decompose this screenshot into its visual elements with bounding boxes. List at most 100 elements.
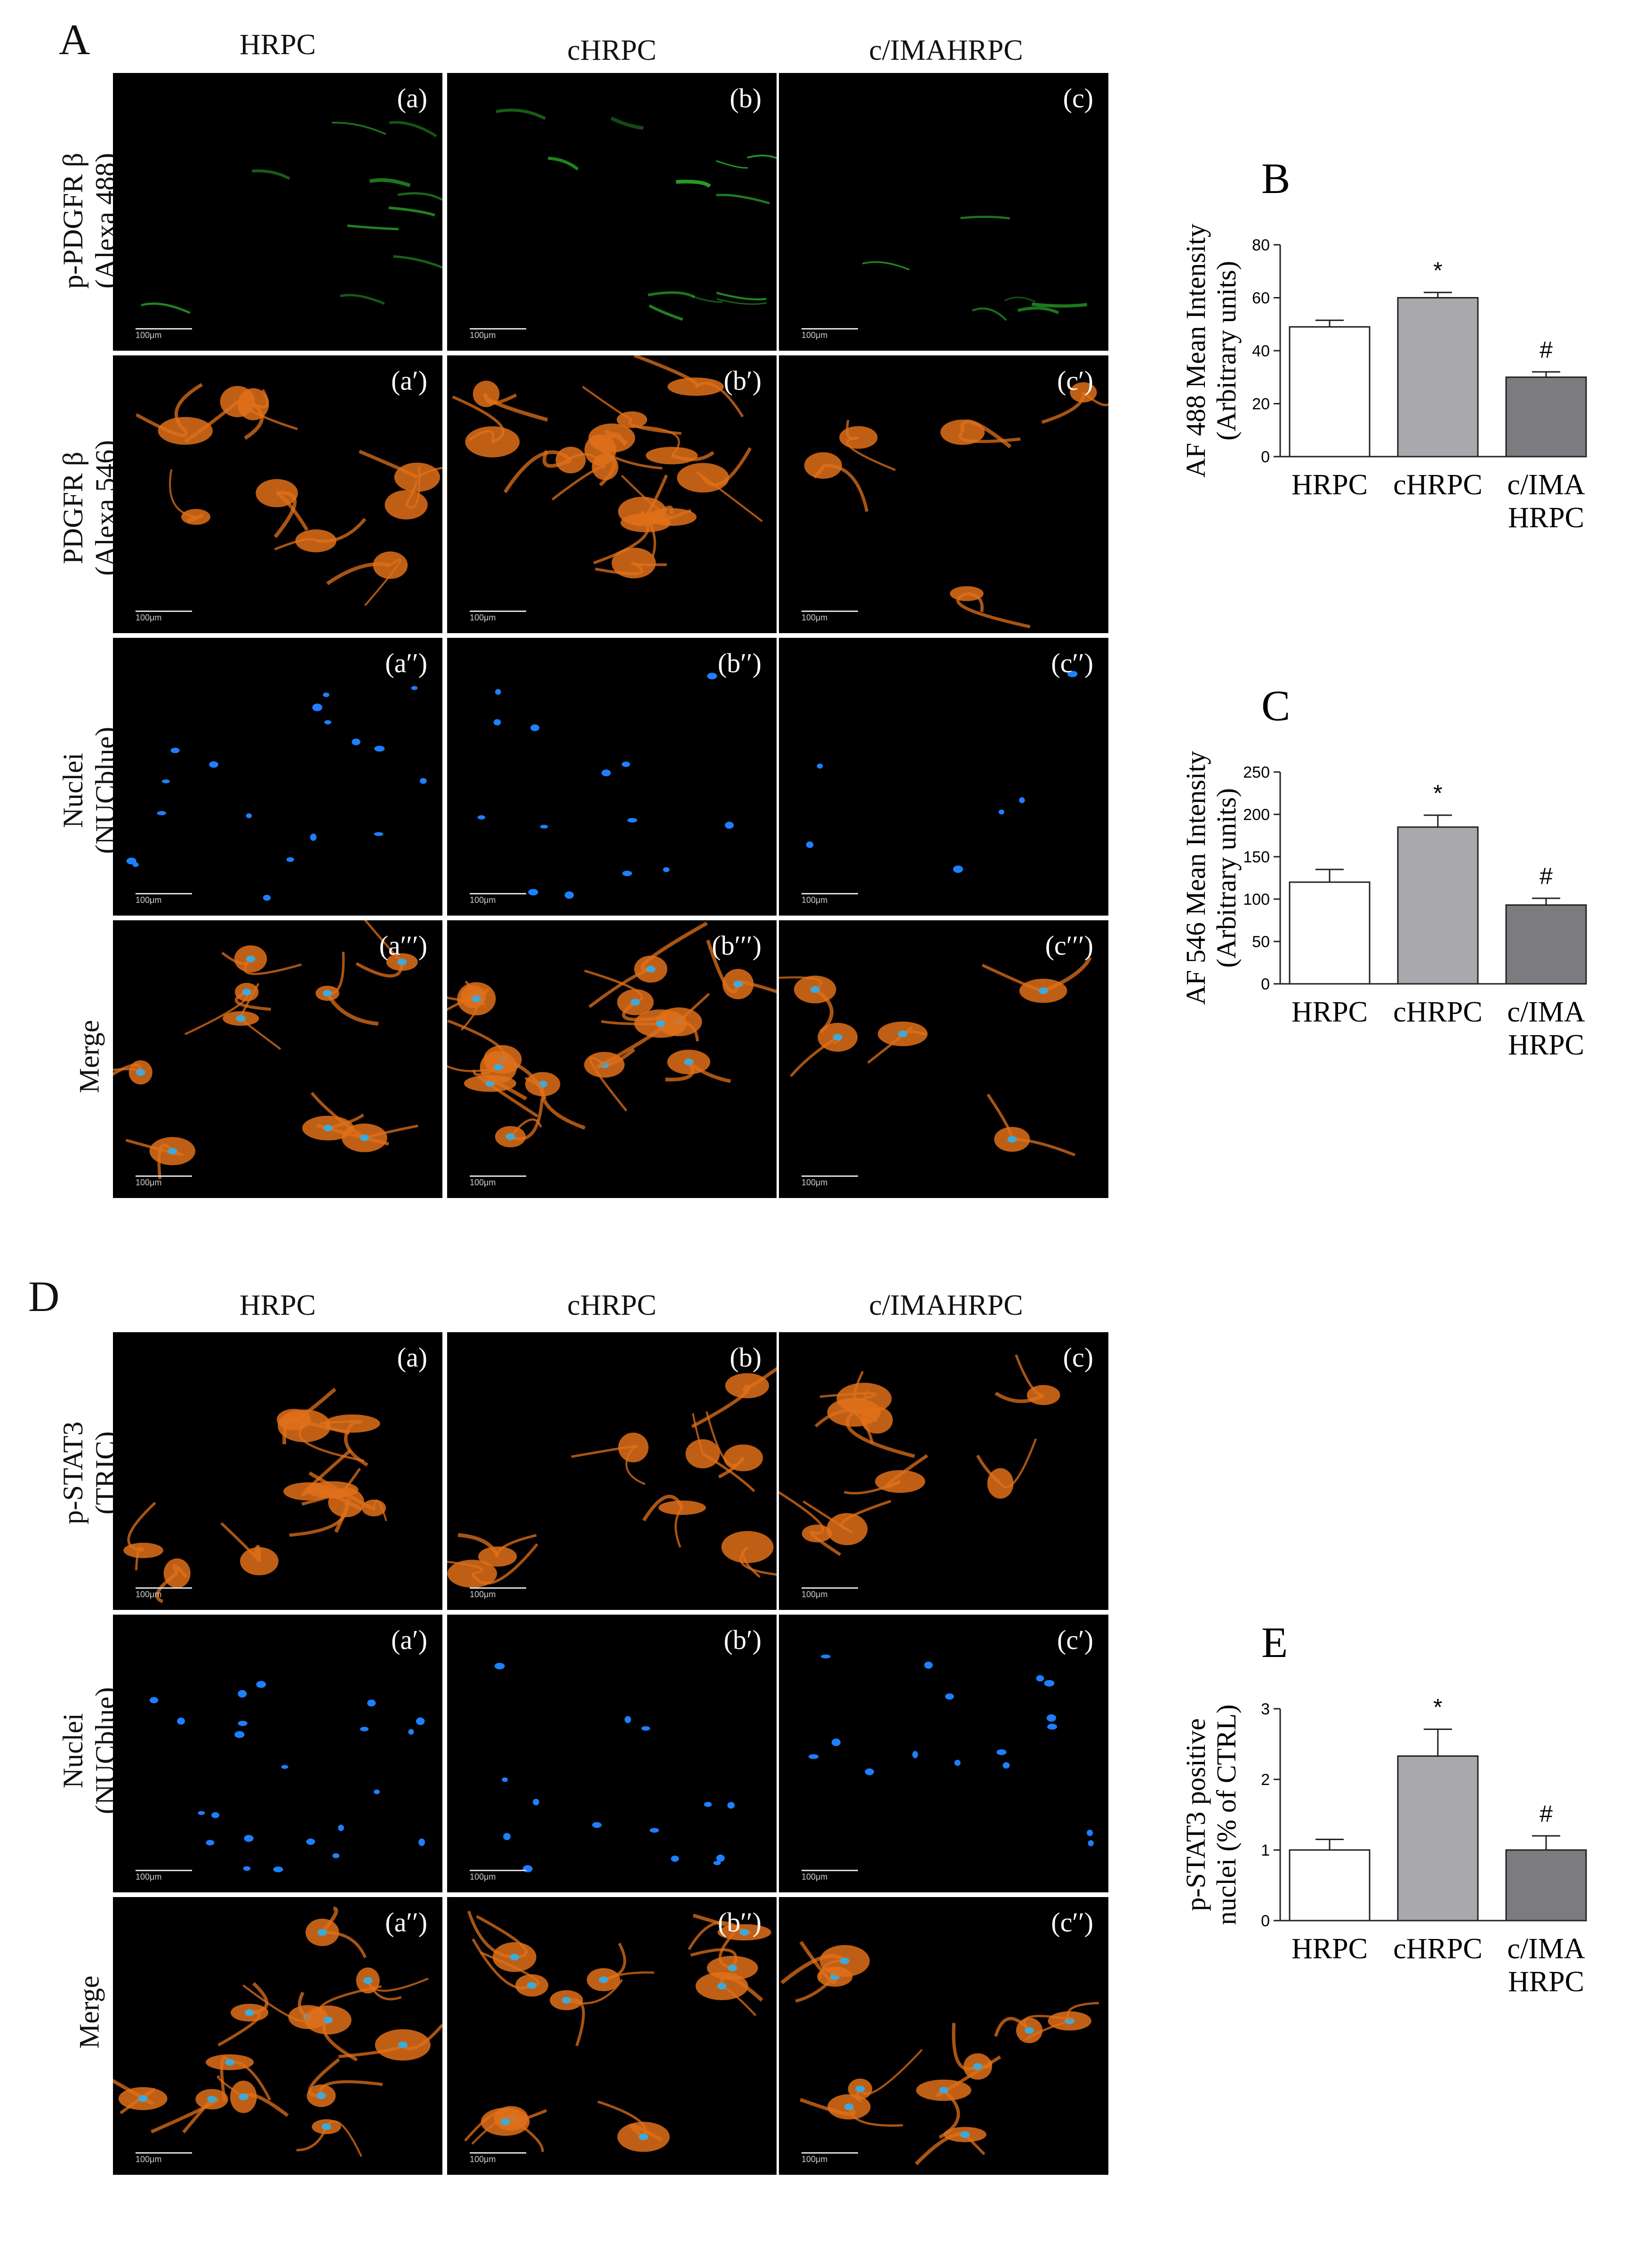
column-header-hrpc-d: HRPC	[240, 1289, 316, 1321]
nucleus	[419, 778, 427, 784]
cell-process	[641, 921, 708, 972]
micrograph-tile: (c′) 100μm	[779, 1615, 1108, 1892]
cell-process	[318, 1985, 382, 2021]
micrograph-tile: (b′) 100μm	[447, 1615, 777, 1892]
nucleus	[939, 2087, 949, 2094]
scale-bar-label: 100μm	[802, 2155, 828, 2164]
cell-process	[702, 1453, 755, 1492]
cell-stain	[676, 179, 711, 188]
scale-bar-label: 100μm	[136, 1178, 162, 1187]
cell-process	[471, 1543, 538, 1585]
subpanel-tag: (b′′)	[717, 648, 762, 678]
subpanel-tag: (c)	[1063, 1342, 1093, 1373]
cell-process	[331, 1467, 361, 1498]
cell-process	[657, 509, 692, 524]
nucleus	[408, 1729, 414, 1735]
cell-process	[610, 432, 626, 446]
micrograph-image	[464, 1910, 771, 2152]
nucleus	[727, 1802, 735, 1809]
subpanel-tag: (a′)	[391, 365, 427, 396]
cell-stain	[610, 116, 644, 130]
nucleus	[177, 1717, 185, 1725]
scale-bar-label: 100μm	[470, 1178, 496, 1187]
cell-process	[234, 990, 271, 1011]
scale-bar: 100μm	[470, 1870, 526, 1882]
micrograph-image	[804, 382, 1108, 628]
scale-bar: 100μm	[802, 893, 858, 905]
cell-process	[566, 1998, 585, 2047]
nucleus	[625, 1716, 631, 1723]
cell-process	[220, 1522, 261, 1562]
cell-process	[472, 1938, 533, 1989]
nucleus	[924, 1661, 933, 1669]
subpanel-tag: (a′′)	[385, 648, 427, 678]
subpanel-tag: (c′)	[1057, 1625, 1093, 1655]
nucleus	[630, 998, 640, 1006]
scale-bar: 100μm	[470, 611, 526, 623]
cell-process	[779, 976, 822, 990]
nucleus	[211, 1812, 220, 1818]
cell-process	[1041, 392, 1085, 424]
nucleus	[808, 1754, 819, 1759]
nucleus	[209, 761, 218, 768]
nucleus	[322, 989, 332, 997]
subpanel-tag: (a′)	[391, 1625, 427, 1655]
subpanel-tag: (a)	[397, 83, 427, 113]
nucleus	[898, 1030, 907, 1037]
scale-bar-label: 100μm	[470, 2155, 496, 2164]
nucleus	[725, 821, 734, 829]
cell-process	[367, 1978, 429, 1992]
cell-stain	[340, 294, 385, 305]
cell-process	[187, 513, 204, 523]
nucleus	[206, 1840, 215, 1846]
cell-process	[742, 1367, 777, 1391]
cell-body	[646, 447, 698, 465]
cell-process	[964, 2133, 985, 2155]
cell-stain	[393, 255, 442, 269]
y-tick-label: 1	[1261, 1842, 1270, 1859]
cell-process	[155, 1572, 178, 1603]
subpanel-tag: (b)	[730, 83, 762, 113]
cell-process	[571, 1445, 639, 1458]
nucleus	[323, 1125, 333, 1132]
cell-process	[981, 964, 1044, 992]
y-axis-label: (Arbitrary units)	[1211, 261, 1242, 441]
bar-chart: E 0 1 2 3 p-STAT3 positive nuclei (% of CTRL) H…	[1180, 1618, 1587, 1998]
row-label-line: Nuclei	[57, 753, 88, 828]
nucleus	[418, 1838, 425, 1846]
scale-bar: 100μm	[136, 611, 192, 623]
x-tick-label: cHRPC	[1393, 469, 1482, 501]
cell-process	[999, 1438, 1037, 1488]
micrograph-tile: (a) 100μm	[113, 1332, 442, 1610]
cell-process	[739, 1546, 777, 1576]
nucleus	[716, 1854, 725, 1862]
scale-bar: 100μm	[136, 893, 192, 905]
nucleus	[831, 1738, 841, 1746]
nucleus	[663, 867, 670, 872]
nucleus	[1088, 1840, 1094, 1847]
nucleus	[704, 1802, 712, 1807]
nucleus	[374, 1789, 380, 1794]
cell-stain	[331, 121, 386, 135]
cell-stain	[369, 178, 411, 187]
micrograph-image	[447, 921, 777, 1148]
y-tick-label: 50	[1252, 933, 1270, 951]
cell-process	[301, 1488, 341, 1506]
cell-process	[405, 466, 421, 509]
significance-mark: *	[1433, 1694, 1442, 1721]
row-label-line: Merge	[73, 1975, 105, 2049]
micrograph-image	[447, 1367, 777, 1588]
nucleus	[323, 692, 329, 697]
nucleus	[500, 2118, 510, 2125]
cell-process	[593, 522, 649, 564]
scale-bar-label: 100μm	[470, 613, 496, 622]
chart-c: C 0 50 100 150 200 250 AF 546 Mean Intensity (Ar…	[1139, 682, 1647, 1106]
scale-bar-line	[470, 2152, 526, 2154]
cell-process	[120, 2088, 155, 2115]
nucleus	[161, 779, 170, 783]
cell-process	[359, 450, 418, 479]
cell-stain	[972, 307, 1007, 321]
scale-bar-line	[802, 2152, 858, 2154]
y-tick-label: 0	[1261, 448, 1270, 466]
cell-process	[641, 475, 668, 519]
